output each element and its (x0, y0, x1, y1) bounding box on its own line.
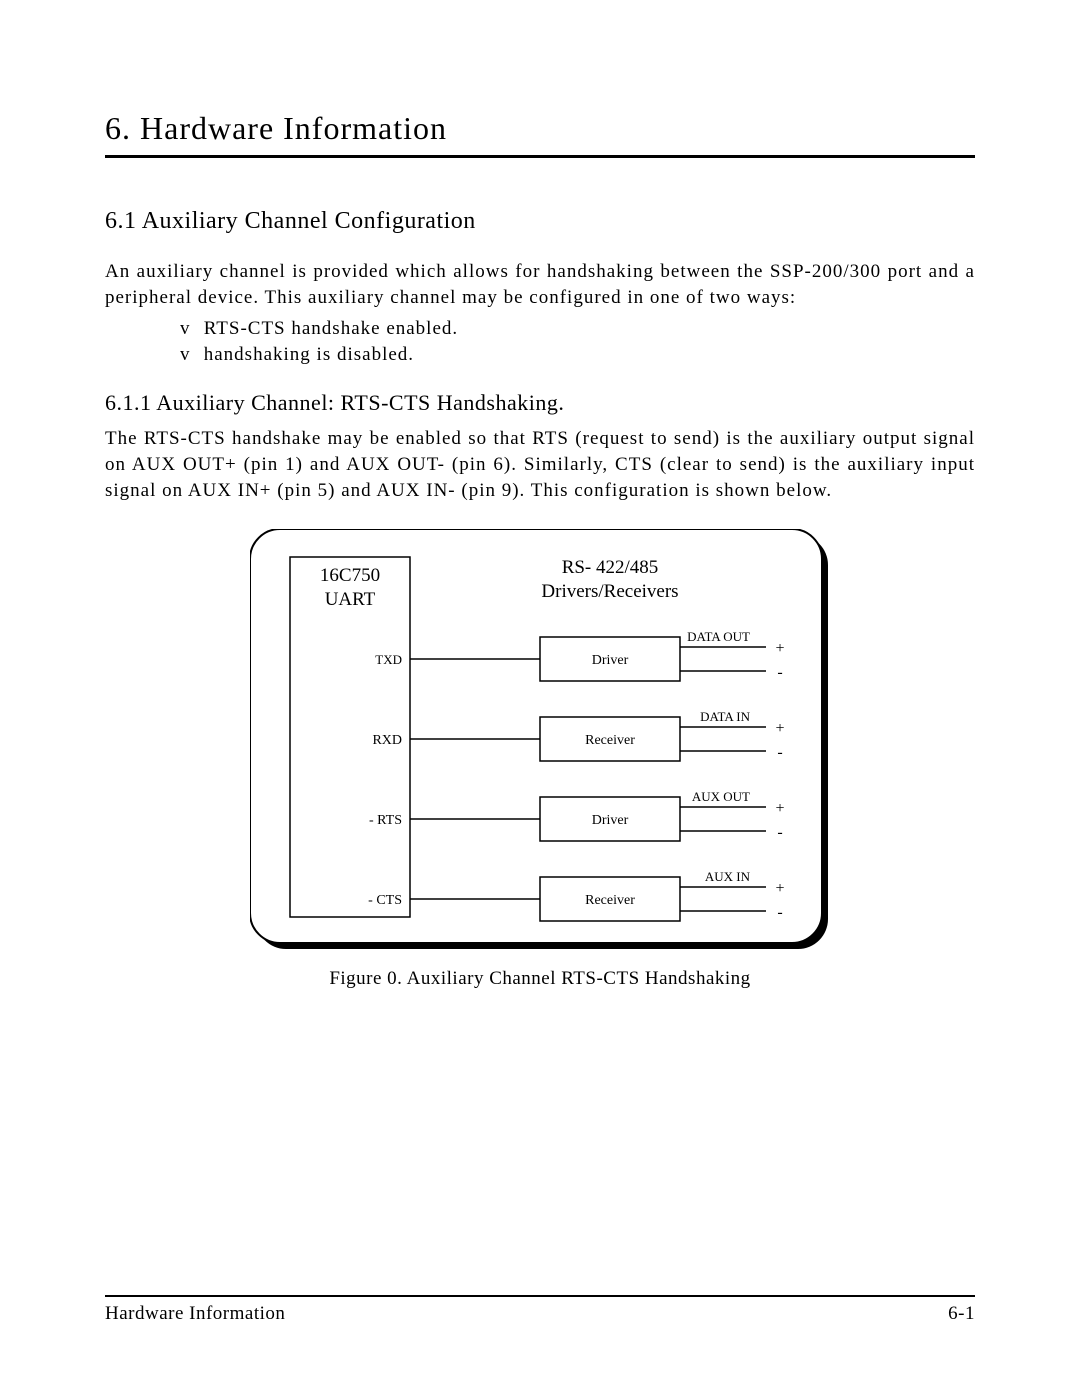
svg-text:+: + (775, 720, 784, 737)
bullet-item: v handshaking is disabled. (180, 344, 975, 366)
subsection-title: Auxiliary Channel: RTS-CTS Handshaking. (156, 390, 564, 415)
section-number: 6.1 (105, 208, 137, 234)
svg-text:-: - (777, 664, 782, 681)
svg-text:- CTS: - CTS (368, 893, 402, 908)
chapter-number: 6. (105, 110, 131, 146)
svg-text:-: - (777, 744, 782, 761)
footer-left: Hardware Information (105, 1303, 285, 1325)
svg-text:-: - (777, 824, 782, 841)
diagram-svg: 16C750 UART RS- 422/485 Drivers/Receivers TX… (250, 529, 830, 951)
svg-text:+: + (775, 880, 784, 897)
svg-text:AUX OUT: AUX OUT (692, 789, 750, 804)
footer-rule (105, 1295, 975, 1297)
subsection-heading: 6.1.1 Auxiliary Channel: RTS-CTS Handsha… (105, 390, 975, 416)
page: 6. Hardware Information 6.1 Auxiliary Ch… (0, 0, 1080, 1397)
footer-row: Hardware Information 6-1 (105, 1303, 975, 1325)
bullet-list: v RTS-CTS handshake enabled. v handshaki… (105, 318, 975, 366)
svg-text:Driver: Driver (592, 653, 629, 668)
bullet-text: RTS-CTS handshake enabled. (204, 318, 458, 339)
svg-text:DATA OUT: DATA OUT (687, 629, 750, 644)
svg-text:RXD: RXD (372, 733, 402, 748)
footer-right: 6-1 (948, 1303, 975, 1325)
bullet-item: v RTS-CTS handshake enabled. (180, 318, 975, 340)
bullet-marker: v (180, 344, 198, 366)
figure-caption: Figure 0. Auxiliary Channel RTS-CTS Hand… (250, 968, 830, 990)
figure: 16C750 UART RS- 422/485 Drivers/Receivers TX… (250, 529, 830, 990)
svg-text:-: - (777, 904, 782, 921)
svg-text:Receiver: Receiver (585, 733, 635, 748)
chapter-title: 6. Hardware Information (105, 110, 975, 147)
svg-text:Drivers/Receivers: Drivers/Receivers (541, 581, 678, 602)
svg-text:DATA IN: DATA IN (700, 709, 750, 724)
section-heading: 6.1 Auxiliary Channel Configuration (105, 208, 975, 235)
subsection-paragraph: The RTS-CTS handshake may be enabled so … (105, 426, 975, 503)
svg-text:RS- 422/485: RS- 422/485 (562, 557, 659, 578)
svg-text:UART: UART (325, 589, 376, 610)
chapter-rule (105, 155, 975, 158)
svg-text:AUX IN: AUX IN (705, 869, 751, 884)
chapter-title-text: Hardware Information (140, 110, 447, 146)
section-title: Auxiliary Channel Configuration (142, 208, 476, 234)
svg-text:TXD: TXD (375, 652, 402, 667)
svg-text:+: + (775, 640, 784, 657)
svg-text:16C750: 16C750 (320, 565, 380, 586)
svg-text:+: + (775, 800, 784, 817)
page-footer: Hardware Information 6-1 (105, 1295, 975, 1325)
bullet-marker: v (180, 318, 198, 340)
svg-text:Driver: Driver (592, 813, 629, 828)
bullet-text: handshaking is disabled. (204, 344, 414, 365)
subsection-number: 6.1.1 (105, 390, 152, 415)
svg-text:Receiver: Receiver (585, 893, 635, 908)
section-paragraph: An auxiliary channel is provided which a… (105, 259, 975, 310)
svg-text:- RTS: - RTS (369, 813, 402, 828)
